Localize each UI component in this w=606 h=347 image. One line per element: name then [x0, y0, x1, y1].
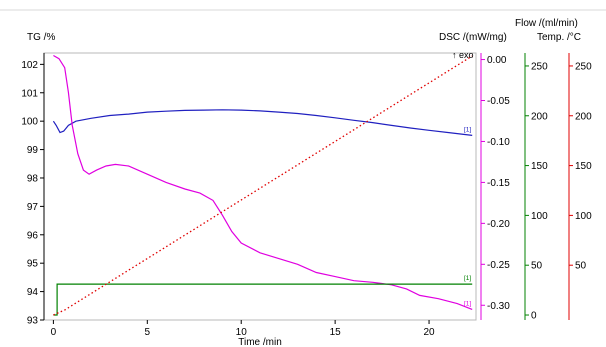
- tg-tick-label-7: 100: [21, 117, 38, 128]
- tg-tick-label-1: 94: [27, 287, 39, 298]
- flow-tick-label-0: 0: [531, 311, 537, 322]
- flow-tick-label-4: 200: [531, 111, 548, 122]
- tg-series-tag: [1]: [464, 126, 471, 133]
- flow-series-line: [53, 283, 473, 316]
- temp-tick-label-3: 200: [575, 111, 592, 122]
- tg-tick-label-6: 99: [27, 145, 39, 156]
- x-tick-label-2: 10: [236, 327, 248, 338]
- temp-tick-label-0: 50: [575, 261, 587, 272]
- tg-tick-label-5: 98: [27, 173, 39, 184]
- tg-tick-label-9: 102: [21, 60, 38, 71]
- tg-tick-label-2: 95: [27, 259, 39, 270]
- tg-tick-label-3: 96: [27, 230, 39, 241]
- dsc-series-tag: [1]: [464, 300, 471, 307]
- temp-tick-label-1: 100: [575, 211, 592, 222]
- exo-label: ↑ exo: [452, 50, 474, 60]
- dsc-tick-label-5: -0.25: [487, 260, 510, 271]
- x-tick-label-1: 5: [145, 327, 151, 338]
- x-tick-label-3: 15: [330, 327, 342, 338]
- tg-axis-title: TG /%: [27, 32, 55, 43]
- temp-tick-label-4: 250: [575, 61, 592, 72]
- tg-tick-label-4: 97: [27, 202, 39, 213]
- tg-tick-label-0: 93: [27, 316, 39, 327]
- tg-series-line: [52, 109, 473, 136]
- flow-tick-label-3: 150: [531, 161, 548, 172]
- flow-tick-label-5: 250: [531, 61, 548, 72]
- flow-axis-title: Flow /(ml/min): [515, 18, 578, 29]
- dsc-tick-label-1: -0.05: [487, 96, 510, 107]
- flow-tick-label-2: 100: [531, 211, 548, 222]
- dsc-tick-label-6: -0.30: [487, 301, 510, 312]
- x-tick-label-4: 20: [423, 327, 435, 338]
- dsc-tick-label-4: -0.20: [487, 219, 510, 230]
- dsc-tick-label-0: 0.00: [487, 55, 507, 66]
- flow-series-tag: [1]: [464, 275, 471, 282]
- temp-series-line: [53, 55, 473, 316]
- temp-tick-label-2: 150: [575, 161, 592, 172]
- dsc-axis-title: DSC /(mW/mg): [439, 32, 507, 43]
- x-axis-title: Time /min: [238, 337, 282, 347]
- temp-axis-title: Temp. /°C: [537, 32, 581, 43]
- series-layer: [1] [1] [1]: [52, 54, 473, 316]
- x-tick-label-0: 0: [51, 327, 57, 338]
- dsc-tick-label-2: -0.10: [487, 137, 510, 148]
- dsc-tick-label-3: -0.15: [487, 178, 510, 189]
- flow-tick-label-1: 50: [531, 261, 543, 272]
- tg-tick-label-8: 101: [21, 88, 38, 99]
- axes-layer: 0 5 10 15 20 93 94 95 96 97 98 99 100 101 102 0.00 -0.05…: [21, 53, 592, 338]
- plot-frame: [43, 52, 477, 321]
- dsc-series-line: [53, 54, 473, 310]
